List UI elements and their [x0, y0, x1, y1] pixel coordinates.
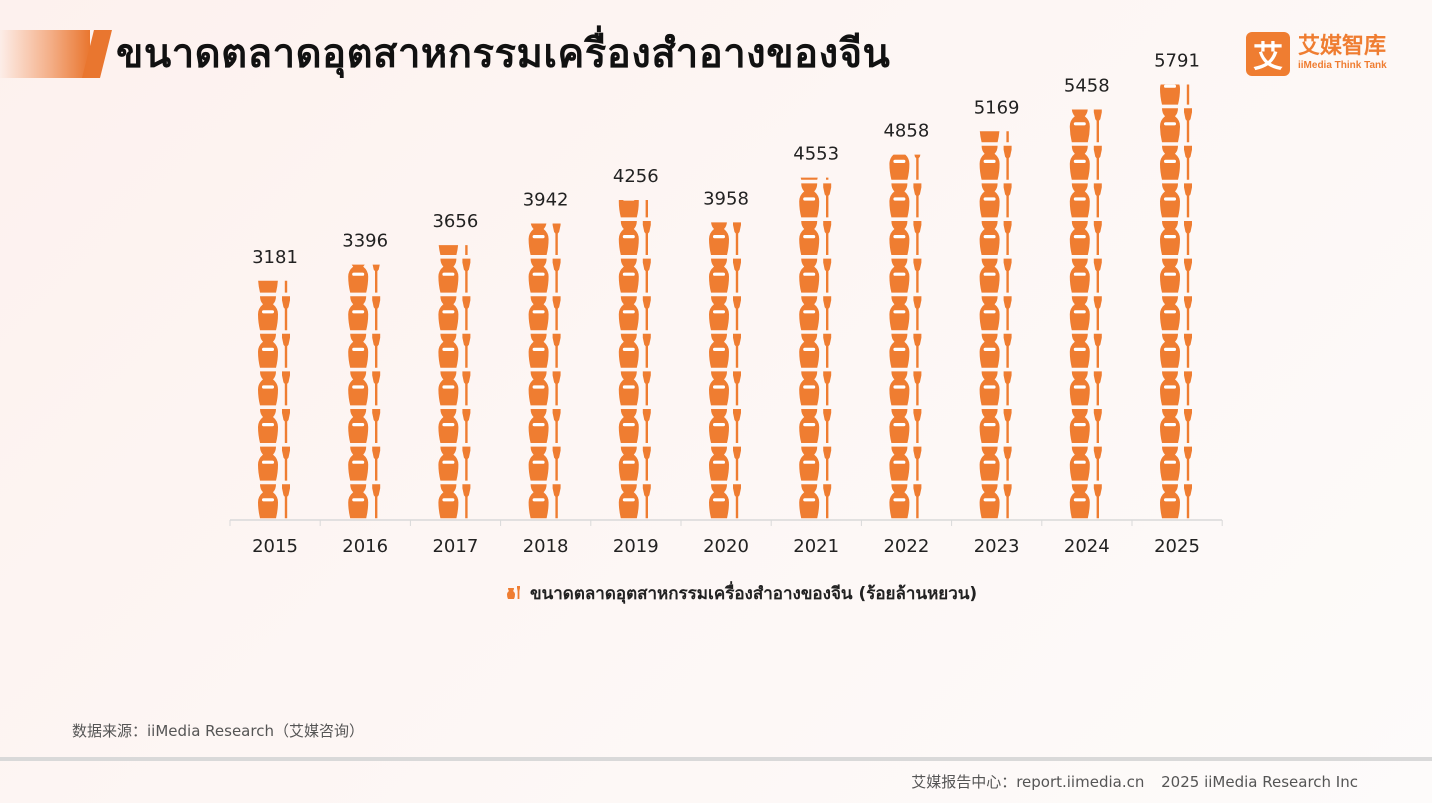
bar-2017: [438, 245, 471, 519]
bar-2016: [348, 264, 381, 519]
bar-2022: [889, 154, 922, 519]
legend-label: ขนาดตลาดอุตสาหกรรมเครื่องสำอางของจีน (ร้…: [530, 581, 977, 604]
x-tick-label-2016: 2016: [342, 536, 388, 557]
x-tick-label-2015: 2015: [252, 536, 298, 557]
data-label-2019: 4256: [613, 166, 659, 187]
x-tick-label-2023: 2023: [974, 536, 1020, 557]
footer: 艾媒报告中心：report.iimedia.cn 2025 iiMedia Re…: [899, 771, 1358, 792]
x-axis-ticks: [229, 520, 1223, 526]
x-tick-label-2024: 2024: [1064, 536, 1110, 557]
x-axis-labels: 2015 2016 2017 2018 2019 2020 2021 2022 2023 2024…: [252, 536, 1200, 557]
legend-bottle-icon: [507, 586, 520, 599]
page-title: ขนาดตลาดอุตสาหกรรมเครื่องสำอางของจีน: [116, 31, 891, 77]
bar-2025: [1160, 84, 1192, 519]
data-label-2025: 5791: [1154, 51, 1200, 72]
bar-2019: [618, 199, 651, 519]
bar-2015: [258, 280, 290, 519]
data-label-2020: 3958: [703, 188, 749, 209]
data-label-2017: 3656: [432, 211, 478, 232]
x-tick-label-2022: 2022: [883, 536, 929, 557]
footer-report-center: 艾媒报告中心：report.iimedia.cn: [911, 773, 1145, 791]
bar-2024: [1069, 109, 1102, 519]
data-label-2024: 5458: [1064, 76, 1110, 97]
data-label-2015: 3181: [252, 247, 298, 268]
x-tick-label-2017: 2017: [432, 536, 478, 557]
bar-2018: [528, 223, 561, 519]
data-label-2021: 4553: [793, 144, 839, 165]
logo-name-en: iiMedia Think Tank: [1298, 60, 1387, 71]
title-accent-bar: [0, 30, 90, 78]
x-tick-label-2021: 2021: [793, 536, 839, 557]
logo-mark-icon: 艾: [1246, 32, 1290, 76]
x-tick-label-2025: 2025: [1154, 536, 1200, 557]
x-tick-label-2020: 2020: [703, 536, 749, 557]
x-tick-label-2019: 2019: [613, 536, 659, 557]
data-label-2022: 4858: [883, 121, 929, 142]
data-label-2018: 3942: [523, 190, 569, 211]
bar-2021: [799, 177, 832, 519]
footer-divider: [0, 757, 1432, 761]
x-tick-label-2018: 2018: [523, 536, 569, 557]
bar-2023: [979, 131, 1012, 519]
logo-name-cn: 艾媒智库: [1298, 34, 1387, 59]
bars-layer: [258, 84, 1192, 519]
data-source: 数据来源：iiMedia Research（艾媒咨询）: [72, 722, 364, 740]
chart-legend: ขนาดตลาดอุตสาหกรรมเครื่องสำอางของจีน (ร้…: [507, 581, 977, 604]
footer-copyright: 2025 iiMedia Research Inc: [1161, 773, 1358, 791]
brand-logo: 艾 艾媒智库 iiMedia Think Tank: [1246, 32, 1387, 76]
bar-2020: [709, 222, 741, 519]
data-labels: 3181 3396 3656 3942 4256 3958 4553 4858 5169 5458…: [252, 51, 1200, 268]
data-label-2016: 3396: [342, 231, 388, 252]
data-label-2023: 5169: [974, 97, 1020, 118]
